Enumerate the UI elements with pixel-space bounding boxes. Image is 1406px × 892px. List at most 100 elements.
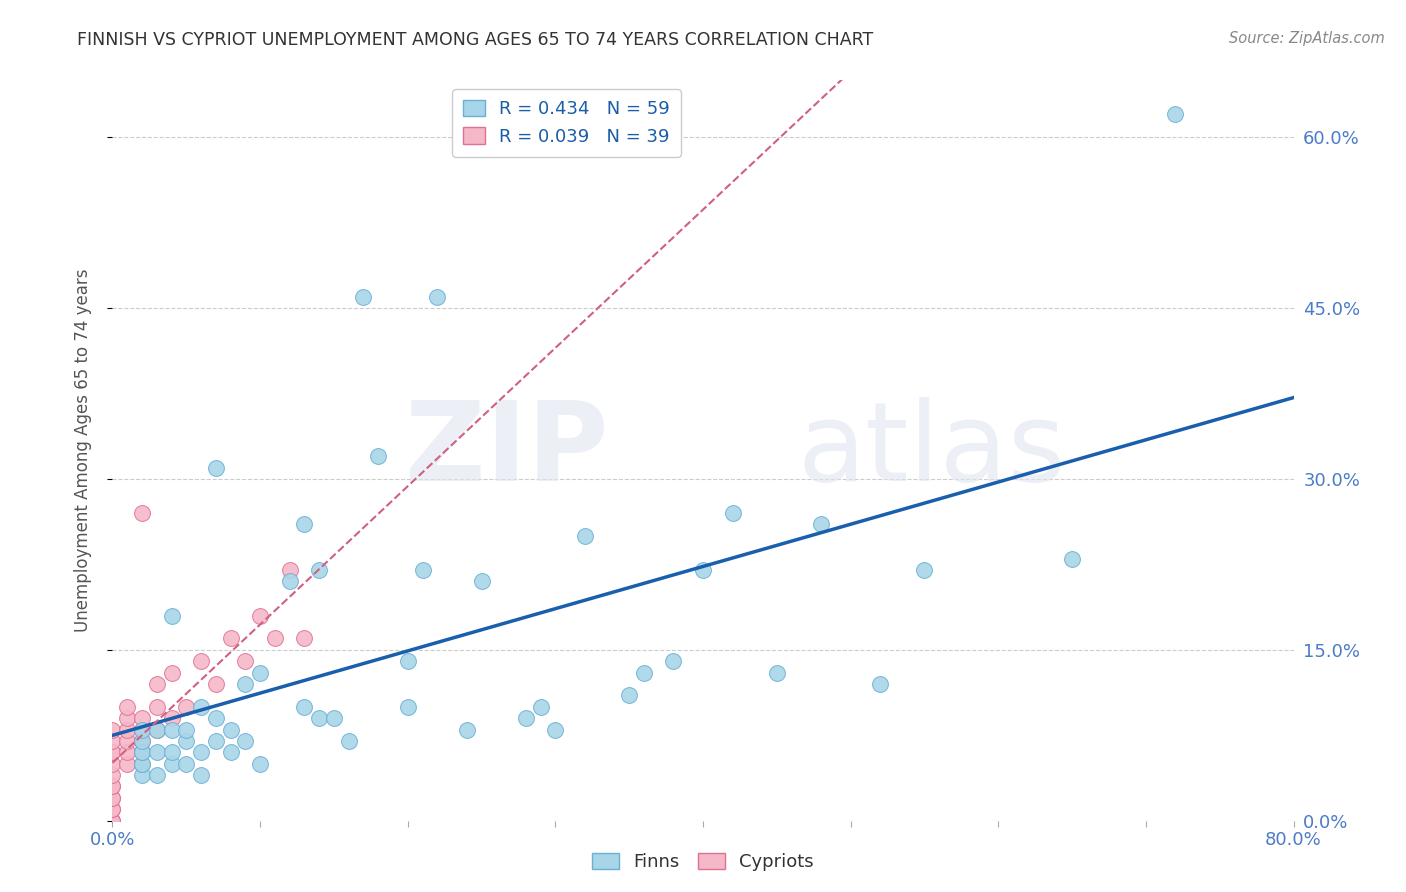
Point [810, 517, 832, 532]
Point [131, 734, 153, 748]
Point [146, 768, 169, 782]
Point [367, 449, 389, 463]
Point [131, 756, 153, 771]
Point [131, 756, 153, 771]
Point [131, 723, 153, 737]
Text: ZIP: ZIP [405, 397, 609, 504]
Point [619, 689, 641, 703]
Point [101, 745, 124, 759]
Point [529, 699, 551, 714]
Point [101, 734, 124, 748]
Point [160, 711, 183, 725]
Point [352, 290, 374, 304]
Text: atlas: atlas [797, 397, 1066, 504]
Point [131, 723, 153, 737]
Point [131, 768, 153, 782]
Point [190, 699, 212, 714]
Point [219, 723, 242, 737]
Point [160, 665, 183, 680]
Point [233, 734, 256, 748]
Point [146, 677, 169, 691]
Point [131, 745, 153, 759]
Point [101, 802, 124, 816]
Point [101, 756, 124, 771]
Point [205, 677, 228, 691]
Point [633, 665, 655, 680]
Point [766, 665, 789, 680]
Point [396, 699, 419, 714]
Legend: R = 0.434   N = 59, R = 0.039   N = 39: R = 0.434 N = 59, R = 0.039 N = 39 [453, 89, 681, 156]
Point [205, 711, 228, 725]
Point [249, 665, 271, 680]
Point [190, 654, 212, 668]
Point [160, 723, 183, 737]
Point [101, 768, 124, 782]
Point [426, 290, 449, 304]
Point [411, 563, 433, 577]
Point [396, 654, 419, 668]
Y-axis label: Unemployment Among Ages 65 to 74 years: Unemployment Among Ages 65 to 74 years [73, 268, 91, 632]
Point [101, 814, 124, 828]
Point [146, 723, 169, 737]
Point [131, 711, 153, 725]
Point [101, 802, 124, 816]
Point [869, 677, 891, 691]
Point [146, 745, 169, 759]
Point [146, 699, 169, 714]
Point [249, 756, 271, 771]
Text: FINNISH VS CYPRIOT UNEMPLOYMENT AMONG AGES 65 TO 74 YEARS CORRELATION CHART: FINNISH VS CYPRIOT UNEMPLOYMENT AMONG AG… [77, 31, 873, 49]
Point [117, 745, 138, 759]
Point [160, 756, 183, 771]
Point [264, 632, 287, 646]
Point [721, 506, 744, 520]
Point [101, 790, 124, 805]
Point [205, 734, 228, 748]
Point [131, 745, 153, 759]
Point [662, 654, 685, 668]
Point [101, 790, 124, 805]
Point [174, 699, 197, 714]
Point [219, 745, 242, 759]
Point [544, 723, 567, 737]
Point [292, 632, 315, 646]
Point [233, 677, 256, 691]
Point [117, 723, 138, 737]
Point [278, 574, 301, 589]
Point [308, 711, 330, 725]
Point [117, 711, 138, 725]
Point [914, 563, 936, 577]
Point [278, 563, 301, 577]
Point [101, 780, 124, 794]
Point [574, 529, 596, 543]
Point [117, 699, 138, 714]
Point [292, 699, 315, 714]
Point [174, 756, 197, 771]
Point [190, 768, 212, 782]
Point [205, 460, 228, 475]
Point [146, 723, 169, 737]
Point [233, 654, 256, 668]
Legend: Finns, Cypriots: Finns, Cypriots [585, 846, 821, 879]
Point [1062, 551, 1084, 566]
Point [101, 814, 124, 828]
Point [692, 563, 714, 577]
Point [160, 745, 183, 759]
Point [131, 734, 153, 748]
Point [1164, 107, 1187, 121]
Point [117, 756, 138, 771]
Point [101, 814, 124, 828]
Point [249, 608, 271, 623]
Point [101, 745, 124, 759]
Point [160, 608, 183, 623]
Point [174, 734, 197, 748]
Point [101, 780, 124, 794]
Point [456, 723, 478, 737]
Point [117, 734, 138, 748]
Point [131, 506, 153, 520]
Point [470, 574, 494, 589]
Text: Source: ZipAtlas.com: Source: ZipAtlas.com [1229, 31, 1385, 46]
Point [219, 632, 242, 646]
Point [515, 711, 537, 725]
Point [174, 723, 197, 737]
Point [292, 517, 315, 532]
